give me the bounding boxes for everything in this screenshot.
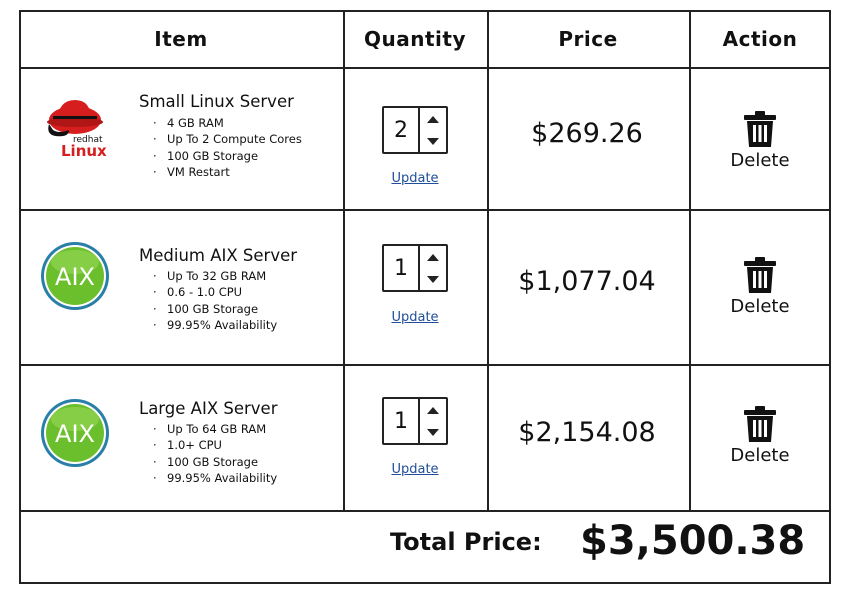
- feature-list: Up To 32 GB RAM 0.6 - 1.0 CPU 100 GB Sto…: [153, 268, 277, 334]
- column-divider: [689, 10, 691, 512]
- arrow-up-icon: [427, 115, 439, 123]
- svg-text:AIX: AIX: [55, 420, 95, 448]
- header-item: Item: [154, 27, 208, 51]
- update-link[interactable]: Update: [391, 310, 439, 325]
- feature-item: Up To 32 GB RAM: [153, 268, 277, 284]
- increment-button[interactable]: [420, 246, 446, 268]
- delete-label: Delete: [730, 296, 790, 317]
- aix-logo: AIX: [41, 399, 109, 467]
- row-divider: [19, 209, 831, 211]
- row-divider: [19, 510, 831, 512]
- svg-text:AIX: AIX: [55, 263, 95, 291]
- item-title: Medium AIX Server: [139, 246, 298, 265]
- feature-item: Up To 64 GB RAM: [153, 421, 277, 437]
- item-price: $2,154.08: [518, 417, 656, 448]
- table-row: AIX Large AIX Server Up To 64 GB RAM 1.0…: [19, 365, 831, 510]
- arrow-down-icon: [427, 428, 439, 436]
- feature-item: 1.0+ CPU: [153, 437, 277, 453]
- item-title: Large AIX Server: [139, 399, 278, 418]
- feature-item: 0.6 - 1.0 CPU: [153, 284, 277, 300]
- feature-item: 99.95% Availability: [153, 317, 277, 333]
- trash-icon: [744, 111, 776, 147]
- decrement-button[interactable]: [420, 421, 446, 443]
- update-link[interactable]: Update: [391, 462, 439, 477]
- svg-text:redhat: redhat: [73, 135, 103, 145]
- feature-item: VM Restart: [153, 164, 302, 180]
- delete-label: Delete: [730, 445, 790, 466]
- item-price: $1,077.04: [518, 266, 656, 297]
- delete-button[interactable]: Delete: [690, 405, 830, 466]
- column-divider: [343, 10, 345, 512]
- cart-table: [19, 10, 831, 584]
- column-divider: [487, 10, 489, 512]
- trash-icon: [744, 406, 776, 442]
- feature-item: 100 GB Storage: [153, 454, 277, 470]
- total-price-label: Total Price:: [390, 528, 542, 556]
- update-link[interactable]: Update: [391, 171, 439, 186]
- total-price-value: $3,500.38: [580, 518, 806, 564]
- quantity-stepper[interactable]: 2: [382, 106, 448, 154]
- feature-list: Up To 64 GB RAM 1.0+ CPU 100 GB Storage …: [153, 421, 277, 487]
- delete-button[interactable]: Delete: [690, 256, 830, 317]
- item-price: $269.26: [531, 118, 643, 149]
- trash-icon: [744, 257, 776, 293]
- redhat-linux-logo: redhat Linux: [47, 100, 107, 160]
- header-quantity: Quantity: [364, 27, 466, 51]
- header-action: Action: [722, 27, 798, 51]
- arrow-down-icon: [427, 137, 439, 145]
- table-row: AIX Medium AIX Server Up To 32 GB RAM 0.…: [19, 210, 831, 364]
- header-price: Price: [558, 27, 618, 51]
- quantity-input[interactable]: 1: [384, 399, 420, 443]
- quantity-input[interactable]: 1: [384, 246, 420, 290]
- feature-item: 100 GB Storage: [153, 301, 277, 317]
- feature-item: 99.95% Availability: [153, 470, 277, 486]
- aix-logo: AIX: [41, 242, 109, 310]
- table-row: redhat Linux Small Linux Server 4 GB RAM…: [19, 68, 831, 209]
- delete-button[interactable]: Delete: [690, 110, 830, 171]
- decrement-button[interactable]: [420, 268, 446, 290]
- feature-item: Up To 2 Compute Cores: [153, 131, 302, 147]
- item-title: Small Linux Server: [139, 92, 294, 111]
- row-divider: [19, 67, 831, 69]
- decrement-button[interactable]: [420, 130, 446, 152]
- quantity-input[interactable]: 2: [384, 108, 420, 152]
- quantity-stepper[interactable]: 1: [382, 397, 448, 445]
- quantity-stepper[interactable]: 1: [382, 244, 448, 292]
- arrow-down-icon: [427, 275, 439, 283]
- arrow-up-icon: [427, 253, 439, 261]
- arrow-up-icon: [427, 406, 439, 414]
- svg-text:Linux: Linux: [61, 142, 107, 160]
- feature-item: 4 GB RAM: [153, 115, 302, 131]
- row-divider: [19, 364, 831, 366]
- feature-item: 100 GB Storage: [153, 148, 302, 164]
- increment-button[interactable]: [420, 108, 446, 130]
- increment-button[interactable]: [420, 399, 446, 421]
- delete-label: Delete: [730, 150, 790, 171]
- feature-list: 4 GB RAM Up To 2 Compute Cores 100 GB St…: [153, 115, 302, 181]
